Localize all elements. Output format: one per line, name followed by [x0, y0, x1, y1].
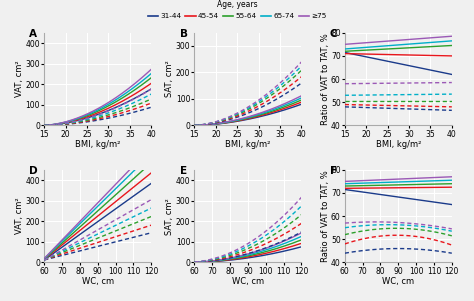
X-axis label: BMI, kg/m²: BMI, kg/m²: [375, 140, 421, 149]
Y-axis label: VAT, cm²: VAT, cm²: [15, 198, 24, 234]
Text: C: C: [330, 29, 337, 39]
Y-axis label: VAT, cm²: VAT, cm²: [15, 61, 24, 98]
Text: A: A: [29, 29, 37, 39]
X-axis label: WC, cm: WC, cm: [382, 277, 414, 286]
Y-axis label: SAT, cm²: SAT, cm²: [165, 198, 174, 234]
X-axis label: WC, cm: WC, cm: [82, 277, 114, 286]
X-axis label: BMI, kg/m²: BMI, kg/m²: [75, 140, 120, 149]
Text: F: F: [330, 166, 337, 176]
Y-axis label: Ratio of VAT to TAT, %: Ratio of VAT to TAT, %: [320, 170, 329, 262]
Legend: 31-44, 45-54, 55-64, 65-74, ≥75: 31-44, 45-54, 55-64, 65-74, ≥75: [145, 0, 329, 22]
Text: B: B: [180, 29, 188, 39]
X-axis label: WC, cm: WC, cm: [232, 277, 264, 286]
Text: E: E: [180, 166, 187, 176]
Y-axis label: Ratio of VAT to TAT, %: Ratio of VAT to TAT, %: [320, 33, 329, 125]
Text: D: D: [29, 166, 38, 176]
X-axis label: BMI, kg/m²: BMI, kg/m²: [225, 140, 271, 149]
Y-axis label: SAT, cm²: SAT, cm²: [165, 61, 174, 98]
